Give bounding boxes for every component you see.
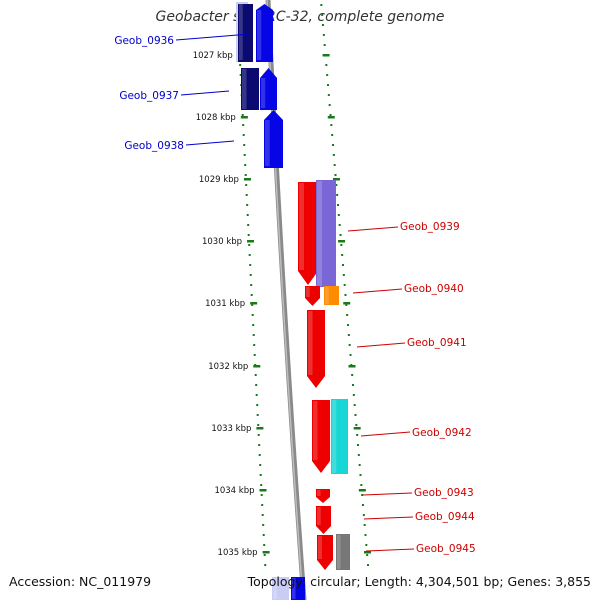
gene-label-geob_0937[interactable]: Geob_0937 [119,90,230,102]
kbp-tick-right [332,178,340,181]
kbp-label: 1034 kbp [214,486,254,496]
kbp-tick [247,240,255,243]
kbp-label: 1028 kbp [196,113,236,123]
kbp-tick-right [348,365,356,368]
gene-shape-0943-red[interactable] [316,489,330,503]
svg-text:Geob_0941: Geob_0941 [407,337,467,349]
gene-label-geob_0943[interactable]: Geob_0943 [362,487,474,499]
kbp-tick [259,489,267,492]
gene-shape-0939-red[interactable] [298,182,318,285]
map-title: Geobacter sp. FRC-32, complete genome [155,9,445,25]
gene-label-geob_0940[interactable]: Geob_0940 [352,283,464,295]
kbp-tick [243,178,251,181]
svg-text:Geob_0936: Geob_0936 [114,35,174,47]
gene-shape-0937-blue[interactable] [260,68,277,110]
svg-text:Geob_0940: Geob_0940 [404,283,464,295]
gene-shape-0937-navy[interactable] [241,68,259,110]
gene-shape-0945-gray[interactable] [336,534,350,570]
svg-text:Geob_0938: Geob_0938 [124,140,184,152]
gene-shape-0942-red[interactable] [312,400,330,473]
kbp-tick [262,551,270,554]
gene-shape-0936-navy[interactable] [238,4,253,62]
gene-shape-0940-red[interactable] [305,286,320,306]
gene-label-geob_0941[interactable]: Geob_0941 [356,337,467,349]
kbp-tick-right [322,54,330,57]
svg-text:Geob_0942: Geob_0942 [412,427,472,439]
kbp-tick [253,365,261,368]
gene-label-geob_0945[interactable]: Geob_0945 [365,543,476,555]
kbp-label: 1030 kbp [202,237,242,247]
kbp-label: 1031 kbp [205,299,245,309]
gene-shape-0941-red[interactable] [307,310,325,388]
kbp-tick-right [358,489,366,492]
gene-shape-0940-orange[interactable] [324,286,339,305]
kbp-label: 1032 kbp [208,362,248,372]
svg-text:Geob_0945: Geob_0945 [416,543,476,555]
kbp-tick [240,116,248,119]
genome-summary-text: Topology: circular; Length: 4,304,501 bp… [247,574,591,589]
gene-shape-bottom-lightblue[interactable] [272,577,289,600]
gene-shape-0939-purple[interactable] [316,180,336,287]
gene-shape-0942-cyan[interactable] [331,399,348,474]
accession-text: Accession: NC_011979 [9,574,152,589]
gene-label-geob_0938[interactable]: Geob_0938 [124,140,235,152]
gene-shape-0944-red[interactable] [316,506,331,534]
svg-text:Geob_0943: Geob_0943 [414,487,474,499]
kbp-tick-right [353,427,361,430]
gene-shape-0936-blue[interactable] [256,4,273,62]
kbp-tick [250,302,258,305]
kbp-tick-right [364,551,371,554]
kbp-label: 1029 kbp [199,175,239,185]
gene-label-geob_0939[interactable]: Geob_0939 [347,221,460,233]
kbp-tick-right [338,240,346,243]
kbp-label: 1027 kbp [193,51,233,61]
svg-text:Geob_0944: Geob_0944 [415,511,475,523]
svg-text:Geob_0937: Geob_0937 [119,90,179,102]
gene-label-geob_0944[interactable]: Geob_0944 [363,511,475,523]
kbp-tick [256,427,264,430]
kbp-label: 1033 kbp [211,424,251,434]
gene-label-geob_0942[interactable]: Geob_0942 [360,427,472,439]
kbp-tick-right [327,116,335,119]
svg-text:Geob_0939: Geob_0939 [400,221,460,233]
gene-shape-bottom-blue[interactable] [291,577,305,600]
gene-shape-0945-red[interactable] [317,535,333,570]
kbp-tick-right [343,302,351,305]
kbp-label: 1035 kbp [218,548,258,558]
gene-label-geob_0936[interactable]: Geob_0936 [114,33,251,47]
gene-shape-0938-blue[interactable] [264,110,283,168]
